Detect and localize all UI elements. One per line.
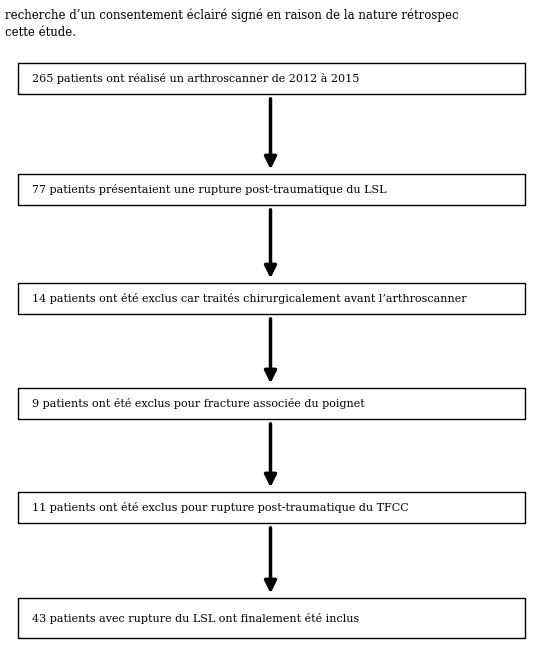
Text: 265 patients ont réalisé un arthroscanner de 2012 à 2015: 265 patients ont réalisé un arthroscanne… xyxy=(32,73,359,84)
Text: recherche d’un consentement éclairé signé en raison de la nature rétrospec: recherche d’un consentement éclairé sign… xyxy=(5,8,459,22)
Text: 77 patients présentaient une rupture post-traumatique du LSL: 77 patients présentaient une rupture pos… xyxy=(32,184,386,195)
Bar xyxy=(18,63,525,94)
Bar xyxy=(18,283,525,314)
Bar xyxy=(18,174,525,205)
Text: 9 patients ont été exclus pour fracture associée du poignet: 9 patients ont été exclus pour fracture … xyxy=(32,398,365,409)
Text: 43 patients avec rupture du LSL ont finalement été inclus: 43 patients avec rupture du LSL ont fina… xyxy=(32,612,359,624)
Text: 14 patients ont été exclus car traités chirurgicalement avant l’arthroscanner: 14 patients ont été exclus car traités c… xyxy=(32,293,467,304)
Bar xyxy=(18,388,525,419)
Bar xyxy=(18,598,525,638)
Bar xyxy=(18,492,525,523)
Text: cette étude.: cette étude. xyxy=(5,26,76,39)
Text: 11 patients ont été exclus pour rupture post-traumatique du TFCC: 11 patients ont été exclus pour rupture … xyxy=(32,502,409,513)
